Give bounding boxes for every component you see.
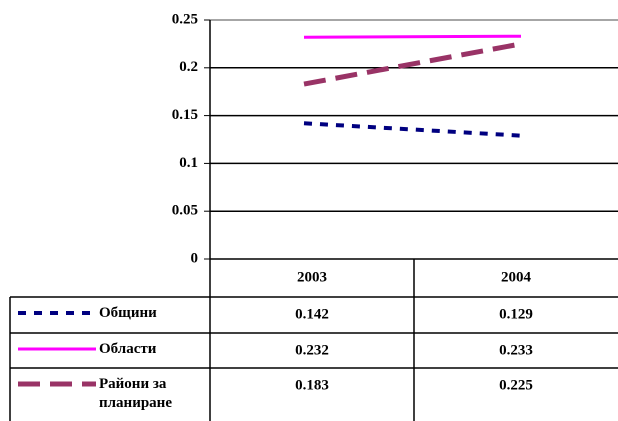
x-tick-label: 2003 — [297, 269, 327, 285]
y-tick-label: 0.2 — [179, 59, 198, 75]
table-value: 0.232 — [295, 342, 329, 358]
x-tick-label: 2004 — [501, 269, 532, 285]
table-value: 0.183 — [295, 377, 329, 393]
y-tick-label: 0.15 — [172, 107, 198, 123]
table-value: 0.233 — [499, 342, 533, 358]
legend-entry: Общини — [99, 305, 157, 321]
y-tick-label: 0.05 — [172, 203, 198, 219]
table-value: 0.142 — [295, 306, 329, 322]
series-line — [303, 34, 522, 39]
table-value: 0.129 — [499, 306, 533, 322]
legend-label: Области — [99, 341, 157, 357]
legend-entry: Области — [99, 341, 157, 357]
legend-label: Райони за планиране — [99, 376, 172, 411]
y-tick-label: 0 — [191, 250, 199, 266]
y-tick-label: 0.25 — [172, 11, 198, 27]
series-line — [303, 121, 522, 138]
legend-entry: Райони за планиране — [99, 376, 172, 411]
series-line — [303, 41, 522, 87]
legend-label: Общини — [99, 305, 157, 321]
table-value: 0.225 — [499, 377, 533, 393]
y-tick-label: 0.1 — [179, 155, 198, 171]
